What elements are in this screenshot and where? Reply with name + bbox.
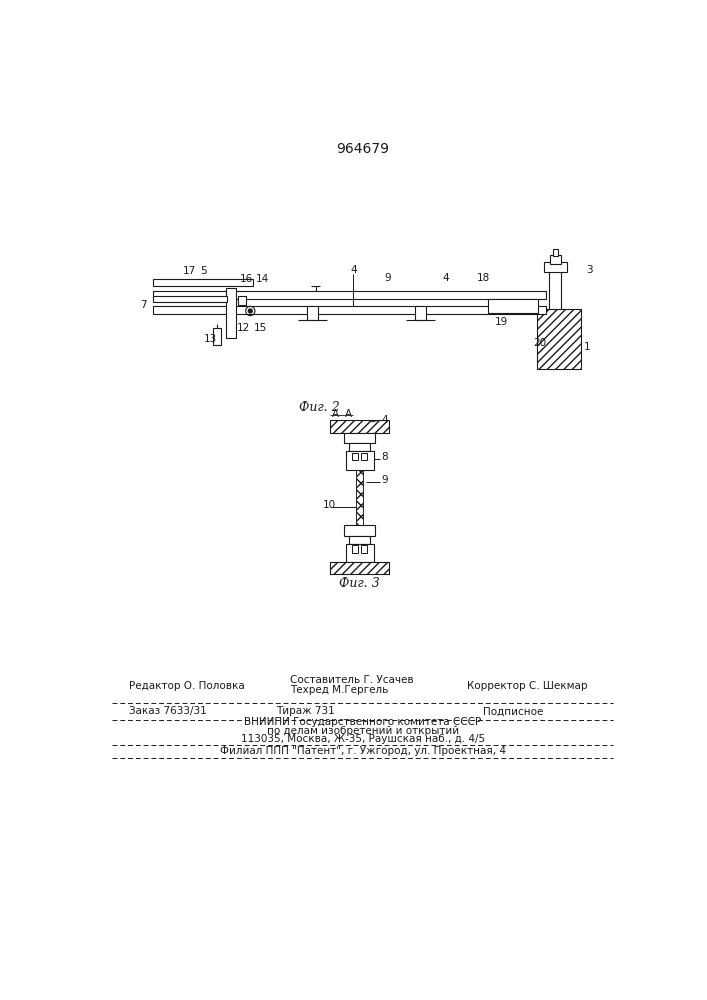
Bar: [153, 291, 546, 299]
Bar: [330, 420, 389, 433]
Bar: [349, 443, 370, 451]
Text: Фиг. 3: Фиг. 3: [339, 577, 380, 590]
Bar: [346, 544, 373, 562]
Bar: [153, 296, 227, 302]
Text: 18: 18: [477, 273, 490, 283]
Bar: [153, 306, 546, 314]
Text: 12: 12: [236, 323, 250, 333]
Text: 17: 17: [182, 266, 196, 276]
Text: 4: 4: [443, 273, 450, 283]
Text: Корректор С. Шекмар: Корректор С. Шекмар: [467, 681, 588, 691]
Text: 9: 9: [381, 475, 388, 485]
Bar: [361, 453, 368, 460]
Bar: [226, 288, 236, 338]
Text: 9: 9: [385, 273, 391, 283]
Text: 19: 19: [494, 317, 508, 327]
Text: Тираж 731: Тираж 731: [276, 706, 335, 716]
Text: 4: 4: [381, 415, 388, 425]
Text: Филиал ППП "Патент", г. Ужгород, ул. Проектная, 4: Филиал ППП "Патент", г. Ужгород, ул. Про…: [220, 746, 506, 756]
Bar: [238, 296, 246, 305]
Bar: [349, 536, 370, 544]
Text: Редактор О. Половка: Редактор О. Половка: [129, 681, 245, 691]
Bar: [544, 262, 567, 272]
Bar: [550, 255, 561, 264]
Bar: [537, 309, 581, 369]
Text: ВНИИПИ Государственного комитета СССР: ВНИИПИ Государственного комитета СССР: [244, 717, 481, 727]
Bar: [549, 270, 561, 309]
Bar: [415, 306, 426, 320]
Bar: [361, 545, 368, 553]
Text: 5: 5: [200, 266, 207, 276]
Bar: [537, 309, 581, 369]
Bar: [356, 470, 363, 525]
Bar: [330, 562, 389, 574]
Text: Техред М.Гергель: Техред М.Гергель: [291, 685, 389, 695]
Bar: [214, 328, 221, 345]
Text: по делам изобретений и открытий: по делам изобретений и открытий: [267, 726, 459, 736]
Text: 14: 14: [256, 274, 269, 284]
Bar: [330, 562, 389, 574]
Text: 20: 20: [533, 338, 546, 348]
Text: 1: 1: [584, 342, 590, 352]
Bar: [352, 453, 358, 460]
Bar: [330, 420, 389, 433]
Circle shape: [248, 309, 252, 313]
Bar: [356, 470, 363, 525]
Text: 7: 7: [140, 300, 147, 310]
Text: 113035, Москва, Ж-35, Раушская наб., д. 4/5: 113035, Москва, Ж-35, Раушская наб., д. …: [240, 734, 485, 744]
Text: Составитель Г. Усачев: Составитель Г. Усачев: [291, 675, 414, 685]
Text: 10: 10: [322, 500, 336, 510]
Bar: [344, 525, 375, 536]
Bar: [352, 545, 358, 553]
Bar: [346, 451, 373, 470]
Text: Заказ 7633/31: Заказ 7633/31: [129, 706, 206, 716]
Bar: [153, 279, 253, 286]
Bar: [308, 306, 318, 320]
Text: 15: 15: [253, 323, 267, 333]
Text: A: A: [344, 409, 351, 419]
Text: 4: 4: [350, 265, 357, 275]
Text: 16: 16: [240, 274, 254, 284]
Text: Фиг. 2: Фиг. 2: [299, 401, 340, 414]
Text: 8: 8: [381, 452, 388, 462]
Text: 964679: 964679: [337, 142, 390, 156]
Text: 13: 13: [204, 334, 217, 344]
Bar: [553, 249, 558, 256]
Bar: [489, 299, 538, 312]
Text: 3: 3: [586, 265, 592, 275]
Text: A: A: [332, 409, 339, 419]
Bar: [344, 433, 375, 443]
Text: Подписное: Подписное: [483, 706, 543, 716]
